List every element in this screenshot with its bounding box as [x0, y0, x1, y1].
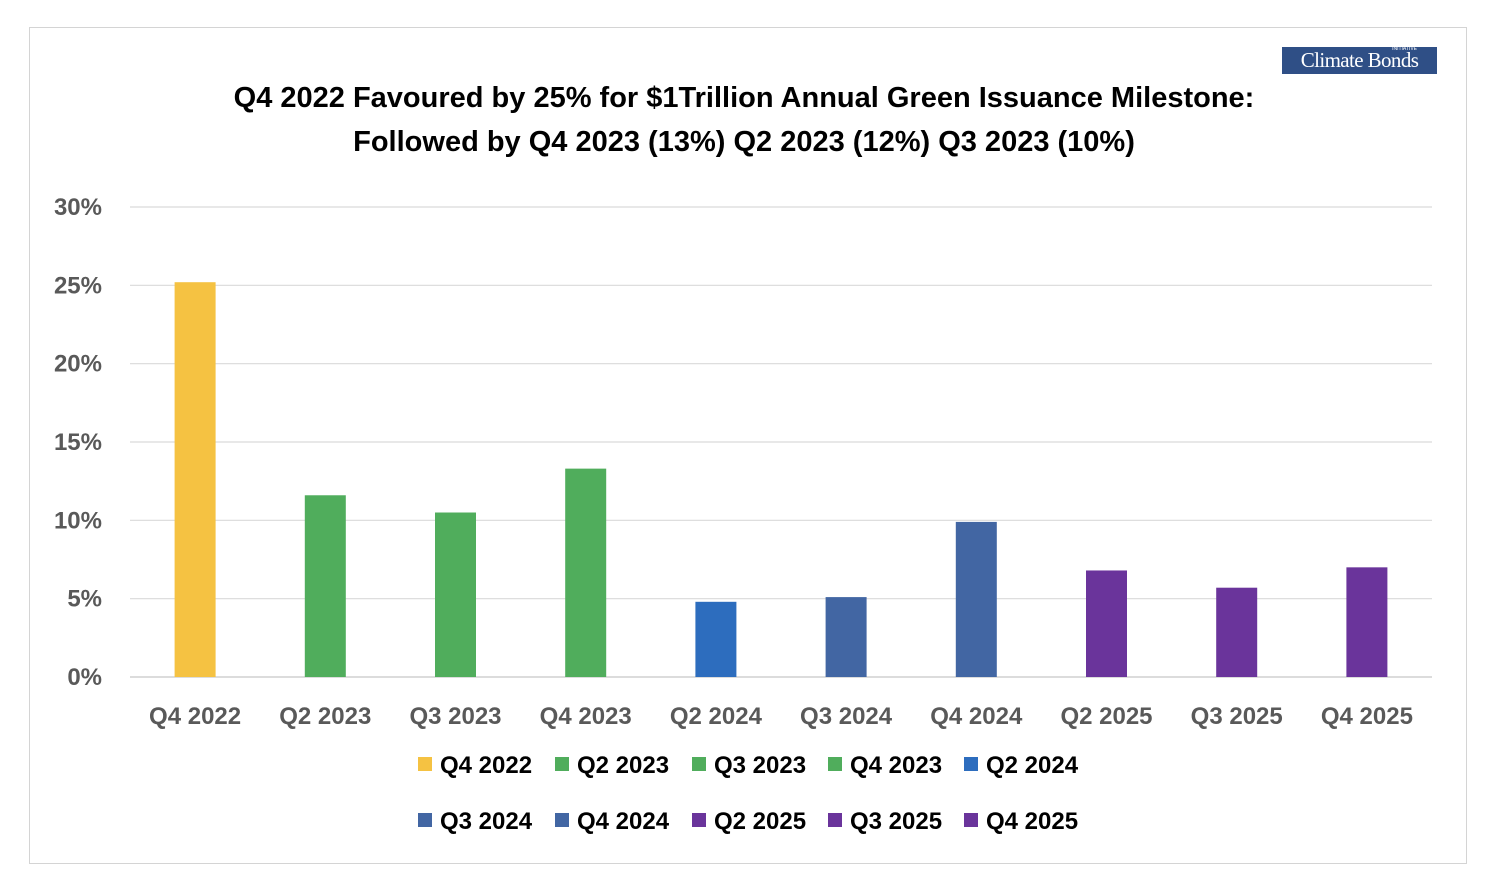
chart-frame [29, 27, 1467, 864]
gridlines [130, 206, 1432, 678]
x-tick-label: Q2 2023 [279, 703, 371, 730]
y-tick-label: 0% [67, 664, 102, 691]
legend-swatch [692, 757, 706, 771]
x-tick-label: Q2 2024 [670, 703, 763, 730]
bar [1346, 567, 1388, 677]
y-tick-label: 15% [54, 429, 102, 456]
bars [174, 282, 1388, 677]
y-tick-label: 30% [54, 194, 102, 221]
x-axis-ticks: Q4 2022 Q2 2023 Q3 2023 Q4 2023 Q2 2024 Q3 20… [149, 703, 1413, 730]
bar [1086, 570, 1127, 677]
legend-swatch [555, 757, 569, 771]
legend-swatch [828, 757, 842, 771]
x-tick-label: Q3 2024 [800, 703, 893, 730]
y-tick-label: 20% [54, 351, 102, 378]
logo-text: Climate Bonds [1300, 48, 1419, 72]
legend-label: Q4 2023 [850, 752, 942, 779]
legend-label: Q3 2025 [850, 808, 942, 835]
y-tick-label: 5% [67, 586, 102, 613]
legend-swatch [692, 813, 706, 827]
legend-swatch [964, 813, 978, 827]
bar [435, 512, 476, 677]
bar [304, 495, 346, 677]
x-tick-label: Q3 2025 [1191, 703, 1283, 730]
legend-swatch [418, 757, 432, 771]
y-tick-label: 10% [54, 507, 102, 534]
legend-label: Q3 2023 [714, 752, 806, 779]
chart-title-line-1: Q4 2022 Favoured by 25% for $1Trillion A… [233, 82, 1255, 114]
legend-swatch [964, 757, 978, 771]
bar [565, 468, 607, 677]
y-tick-label: 25% [54, 272, 102, 299]
x-tick-label: Q4 2025 [1321, 703, 1413, 730]
legend: Q4 2022 Q2 2023 Q3 2023 Q4 2023 Q2 2024 Q3 20… [418, 752, 1079, 835]
legend-label: Q2 2023 [577, 752, 669, 779]
legend-label: Q4 2024 [577, 808, 670, 835]
legend-swatch [828, 813, 842, 827]
logo-tagline: INITIATIVE [1392, 46, 1417, 52]
legend-swatch [555, 813, 569, 827]
x-tick-label: Q3 2023 [409, 703, 501, 730]
bar [174, 282, 216, 677]
legend-label: Q2 2025 [714, 808, 806, 835]
bar [695, 601, 737, 677]
climate-bonds-logo: Climate Bonds INITIATIVE [1282, 46, 1437, 74]
legend-label: Q2 2024 [986, 752, 1079, 779]
x-tick-label: Q4 2024 [930, 703, 1023, 730]
chart-title-line-2: Followed by Q4 2023 (13%) Q2 2023 (12%) … [353, 126, 1135, 158]
legend-label: Q4 2025 [986, 808, 1078, 835]
x-tick-label: Q4 2022 [149, 703, 241, 730]
bar [1216, 587, 1258, 677]
bar [825, 597, 867, 677]
x-tick-label: Q4 2023 [540, 703, 632, 730]
y-axis-ticks: 0% 5% 10% 15% 20% 25% 30% [54, 194, 102, 691]
legend-label: Q4 2022 [440, 752, 532, 779]
legend-label: Q3 2024 [440, 808, 533, 835]
x-tick-label: Q2 2025 [1060, 703, 1152, 730]
bar [955, 521, 997, 677]
legend-swatch [418, 813, 432, 827]
